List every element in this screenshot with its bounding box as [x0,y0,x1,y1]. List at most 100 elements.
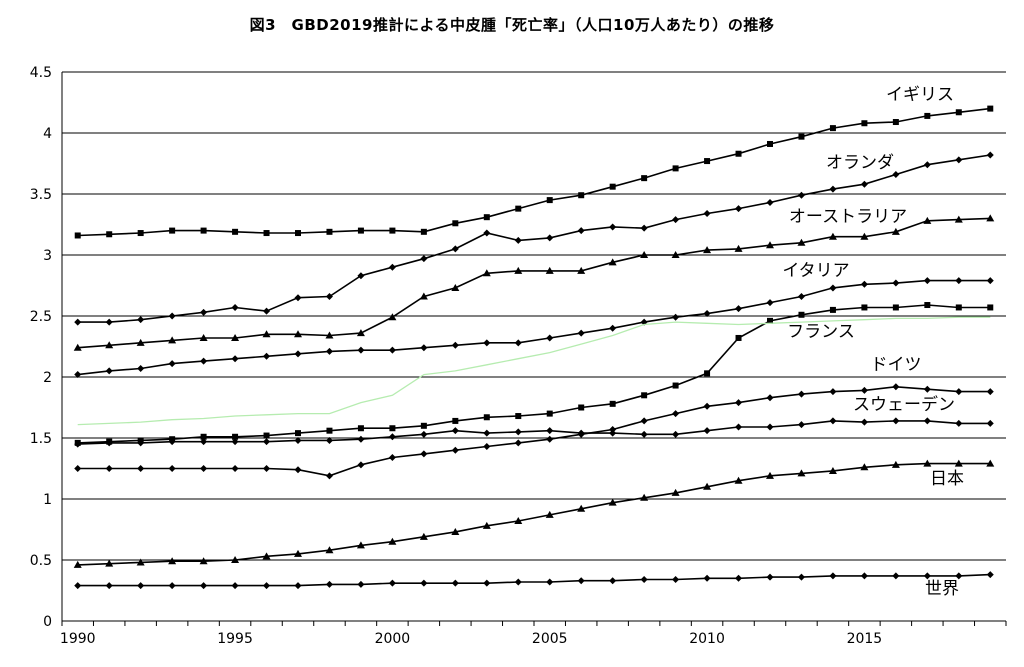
series-オランダ [74,151,994,326]
data-point [388,313,397,321]
y-tick-label: 4 [43,126,52,142]
data-point [923,459,932,467]
data-point [200,582,208,590]
data-point [294,330,302,338]
data-point [168,438,176,446]
data-point [766,241,774,249]
data-point [955,277,963,285]
data-point [514,428,522,436]
x-tick-label: 1990 [60,631,96,647]
data-point [200,357,208,365]
data-point [262,552,271,560]
data-point [357,435,365,443]
x-tick-label: 2005 [532,631,568,647]
data-point [388,433,396,441]
data-point [641,392,648,399]
data-point [798,133,805,140]
data-point [797,191,805,199]
x-tick-label: 2000 [375,631,411,647]
series-line [77,573,991,587]
data-point [892,119,899,126]
data-point [451,283,460,291]
axes: 0 0.5 1 1.5 2 2.5 3 3.5 4 4.5 1990 1995 2000 2005 2010… [30,65,1007,647]
data-point [325,292,333,300]
data-point [546,197,553,204]
data-point [735,423,743,431]
data-point [388,346,396,354]
data-point [578,192,585,199]
data-point [955,109,962,116]
data-point [923,385,931,393]
data-point [514,339,522,347]
series-label: ドイツ [871,355,922,375]
data-point [672,382,679,389]
data-point [389,227,396,234]
series-line [77,462,991,566]
data-point [735,334,742,341]
data-point [704,158,711,165]
data-point [986,419,994,427]
data-point [797,469,806,477]
data-point [514,578,522,586]
data-point [483,214,490,221]
series-unlabeled [77,316,991,426]
data-point [294,350,302,358]
data-point [420,344,428,352]
data-point [451,341,459,349]
data-point [829,185,837,193]
data-point [766,471,774,479]
data-point [168,557,177,565]
data-point [168,360,176,368]
data-point [452,417,459,424]
data-point [703,246,712,254]
data-point [199,557,208,565]
data-point [672,576,680,584]
data-point [671,251,680,258]
data-point [986,214,995,222]
data-point [955,388,963,396]
data-point [388,579,396,587]
data-point [577,266,586,274]
data-point [420,228,427,235]
data-point [829,284,837,292]
data-point [766,394,774,402]
data-point [73,560,82,568]
data-point [640,417,648,425]
data-point [105,318,113,326]
data-point [735,399,743,407]
data-point [515,413,522,420]
data-point [892,417,900,425]
data-point [168,582,176,590]
data-point [829,417,837,425]
data-point [987,105,994,112]
series-label: オランダ [826,153,894,173]
x-tick-label: 1995 [217,631,253,647]
data-point [263,230,270,237]
data-point [514,236,522,244]
data-point [483,579,491,587]
data-point [326,427,333,434]
data-point [200,465,208,472]
data-point [672,430,680,438]
data-point [232,228,239,235]
data-point [295,230,301,237]
data-point [200,438,208,446]
data-point [703,210,711,218]
data-point [640,493,649,501]
data-point [514,439,522,447]
data-point [483,339,491,347]
data-point [609,223,617,231]
data-point [891,460,900,468]
data-point [891,227,900,235]
gridlines [62,71,1006,561]
data-point [892,572,900,580]
series-フランス [74,302,994,446]
data-point [451,245,459,253]
data-point [199,333,208,341]
data-point [577,227,585,235]
data-point [923,161,931,169]
data-point [829,125,836,132]
data-point [451,427,459,435]
data-point [420,579,428,587]
data-point [797,292,805,300]
